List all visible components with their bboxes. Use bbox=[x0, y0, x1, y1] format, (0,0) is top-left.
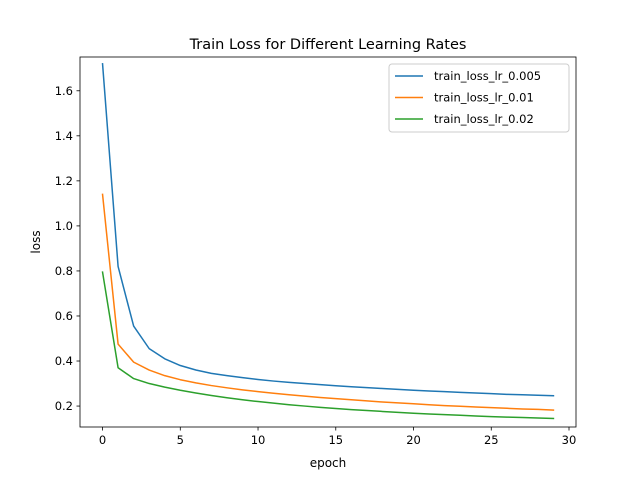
y-tick-label: 1.0 bbox=[55, 219, 73, 233]
x-tick-label: 30 bbox=[562, 433, 577, 447]
y-tick-label: 1.6 bbox=[55, 84, 73, 98]
legend-label-2: train_loss_lr_0.02 bbox=[434, 112, 534, 126]
x-axis: 0 5 10 15 20 25 30 bbox=[99, 427, 576, 447]
series-line-0 bbox=[101, 62, 555, 397]
x-axis-label: epoch bbox=[310, 456, 347, 470]
y-tick-label: 0.6 bbox=[55, 309, 73, 323]
x-tick-label: 0 bbox=[99, 433, 106, 447]
legend: train_loss_lr_0.005 train_loss_lr_0.01tra… bbox=[388, 63, 570, 133]
x-tick-label: 15 bbox=[328, 433, 343, 447]
legend-label-0: train_loss_lr_0.005 bbox=[434, 69, 541, 83]
series-line-1 bbox=[101, 193, 555, 411]
series-layer bbox=[101, 62, 555, 420]
y-axis: 0.2 0.4 0.6 0.8 1.0 1.2 1.4 1.6 bbox=[55, 84, 80, 413]
chart-title: Train Loss for Different Learning Rates bbox=[189, 37, 467, 53]
y-tick-label: 0.2 bbox=[55, 399, 73, 413]
y-tick-label: 0.4 bbox=[55, 354, 73, 368]
x-tick-label: 20 bbox=[406, 433, 421, 447]
y-tick-label: 0.8 bbox=[55, 264, 73, 278]
y-axis-label: loss bbox=[29, 230, 43, 253]
x-tick-label: 10 bbox=[251, 433, 266, 447]
plot-frame bbox=[79, 56, 577, 428]
x-tick-label: 25 bbox=[484, 433, 499, 447]
x-tick-label: 5 bbox=[177, 433, 184, 447]
y-tick-label: 1.2 bbox=[55, 174, 73, 188]
series-line-2 bbox=[101, 271, 555, 420]
legend-label-1: train_loss_lr_0.01 bbox=[434, 91, 534, 105]
y-tick-label: 1.4 bbox=[55, 129, 73, 143]
legend-box bbox=[388, 63, 570, 133]
